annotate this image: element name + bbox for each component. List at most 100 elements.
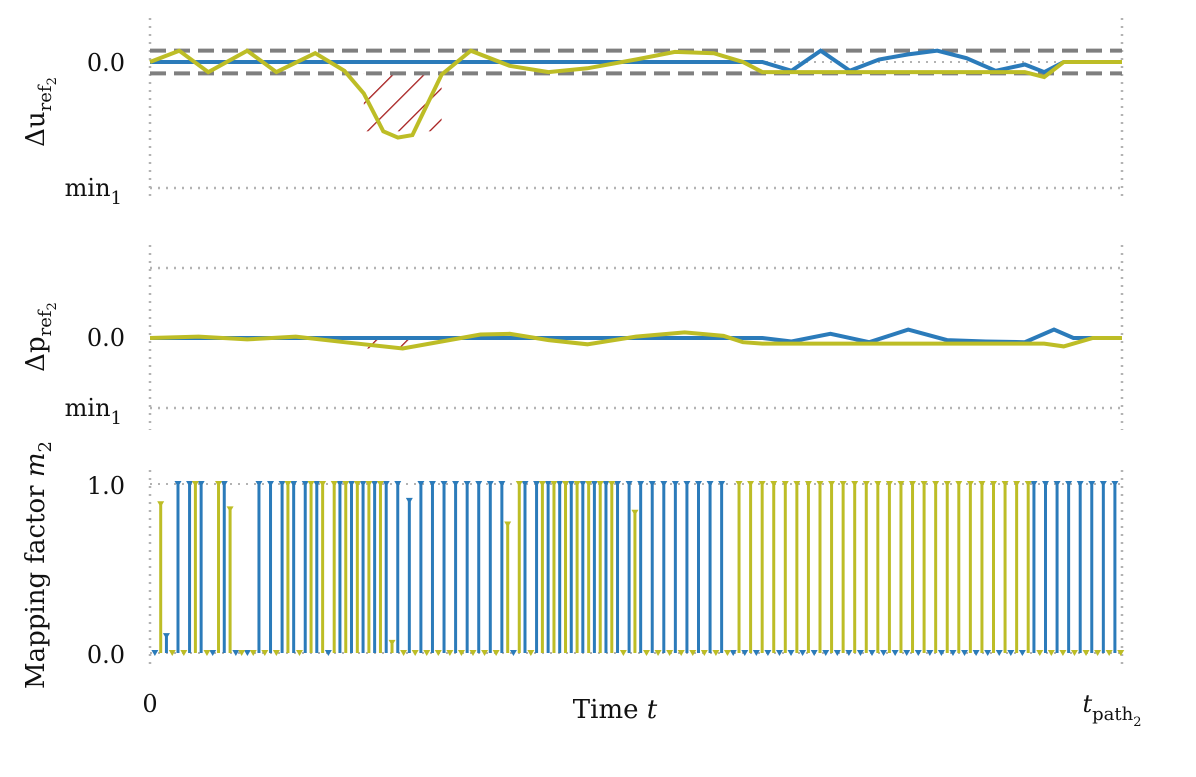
stem-marker-olive-16 [342,481,350,487]
p2-tick-min-sub: 1 [111,408,122,429]
stem-marker-olive-75 [1024,481,1032,487]
stem-marker-blue-0 [151,650,159,656]
stem-marker-blue-58 [822,650,830,656]
stem-marker-blue-1 [162,633,170,640]
p1-tick-zero: 0.0 [87,49,125,77]
stem-marker-blue-13 [301,481,309,487]
stem-marker-olive-56 [804,481,812,487]
p3-ylabel-main: Mapping factor [21,477,51,689]
stem-marker-olive-44 [666,650,674,656]
x-tick-end-main: t [1082,690,1092,718]
stem-marker-blue-23 [417,481,425,487]
stem-marker-blue-32 [521,481,529,487]
stem-marker-blue-61 [856,650,864,656]
stem-marker-blue-73 [995,650,1003,656]
stem-marker-blue-39 [602,481,610,487]
stem-marker-olive-35 [562,481,570,487]
stem-marker-blue-4 [197,481,205,487]
stem-marker-olive-14 [319,481,327,487]
stem-marker-olive-36 [573,481,581,487]
stem-marker-olive-24 [434,650,442,656]
stem-marker-blue-65 [903,650,911,656]
stem-marker-blue-48 [706,481,714,487]
stem-marker-olive-47 [700,650,708,656]
stem-marker-blue-52 [752,650,760,656]
stem-marker-blue-46 [683,481,691,487]
stem-marker-blue-56 [799,650,807,656]
stem-marker-olive-70 [966,481,974,487]
stem-marker-blue-83 [1111,481,1119,487]
x-tick-start: 0 [142,690,157,718]
stem-marker-blue-49 [718,481,726,487]
x-axis-label-main: Time [573,695,647,725]
p3-tick-zero: 0.0 [87,641,125,669]
stem-marker-olive-72 [990,481,998,487]
stem-marker-olive-26 [457,650,465,656]
stem-marker-blue-69 [949,650,957,656]
stem-marker-blue-6 [220,481,228,487]
panel-delta-p [149,327,1122,351]
stem-marker-blue-26 [452,481,460,487]
stem-marker-blue-82 [1099,481,1107,487]
stem-marker-olive-3 [191,481,199,487]
stem-marker-olive-8 [249,650,257,656]
stem-marker-olive-27 [469,650,477,656]
stem-marker-blue-37 [579,481,587,487]
stem-marker-blue-78 [1053,481,1061,487]
stem-marker-blue-35 [556,481,564,487]
stem-marker-blue-33 [533,481,541,487]
stem-marker-blue-31 [509,650,517,656]
stem-marker-olive-82 [1105,650,1113,656]
stem-marker-olive-5 [215,481,223,487]
stem-marker-olive-21 [400,650,408,656]
stem-marker-blue-27 [463,481,471,487]
stem-marker-blue-70 [961,650,969,656]
stem-marker-blue-11 [278,481,286,487]
x-axis-label-italic: t [647,695,658,725]
stem-marker-olive-29 [492,650,500,656]
stem-marker-olive-34 [550,481,558,487]
stem-marker-olive-9 [261,650,269,656]
stem-marker-olive-31 [515,481,523,487]
p2-y-axis-label: Δpref2 [21,302,60,372]
stem-marker-olive-13 [307,481,315,487]
stem-marker-olive-7 [238,650,246,656]
stem-marker-olive-55 [793,481,801,487]
stem-marker-olive-73 [1001,481,1009,487]
stem-marker-blue-18 [359,481,367,487]
panel-mapping-factor [151,481,1125,656]
stem-marker-olive-32 [527,650,535,656]
stem-marker-blue-40 [614,481,622,487]
p2-tick-zero: 0.0 [87,324,125,352]
stem-marker-blue-29 [486,481,494,487]
stem-marker-blue-76 [1030,481,1038,487]
stem-marker-olive-58 [828,481,836,487]
p2-ylabel-subsub: 2 [45,302,60,310]
p3-tick-one: 1.0 [87,472,125,500]
stem-marker-blue-10 [267,481,275,487]
stem-marker-blue-80 [1076,481,1084,487]
stem-marker-blue-14 [313,481,321,487]
stem-marker-blue-51 [741,650,749,656]
p3-ylabel-italic: m [21,452,51,477]
stem-marker-olive-6 [226,506,234,513]
stem-marker-olive-0 [157,501,165,508]
stem-marker-blue-22 [405,497,413,504]
stem-marker-olive-46 [689,650,697,656]
stem-marker-olive-63 [885,481,893,487]
stem-marker-olive-30 [504,521,512,528]
stem-marker-blue-75 [1018,650,1026,656]
stem-marker-blue-17 [347,481,355,487]
p1-ylabel-subsub: 2 [45,77,60,85]
p3-ylabel-sub: 2 [35,441,56,452]
stem-marker-blue-15 [324,650,332,656]
stem-marker-blue-5 [209,650,217,656]
stem-marker-olive-1 [168,650,176,656]
stem-marker-blue-50 [729,650,737,656]
p1-series-olive [149,48,1122,140]
stem-marker-blue-36 [567,481,575,487]
stem-marker-olive-48 [712,650,720,656]
stem-marker-blue-9 [255,481,263,487]
stem-marker-blue-38 [590,481,598,487]
